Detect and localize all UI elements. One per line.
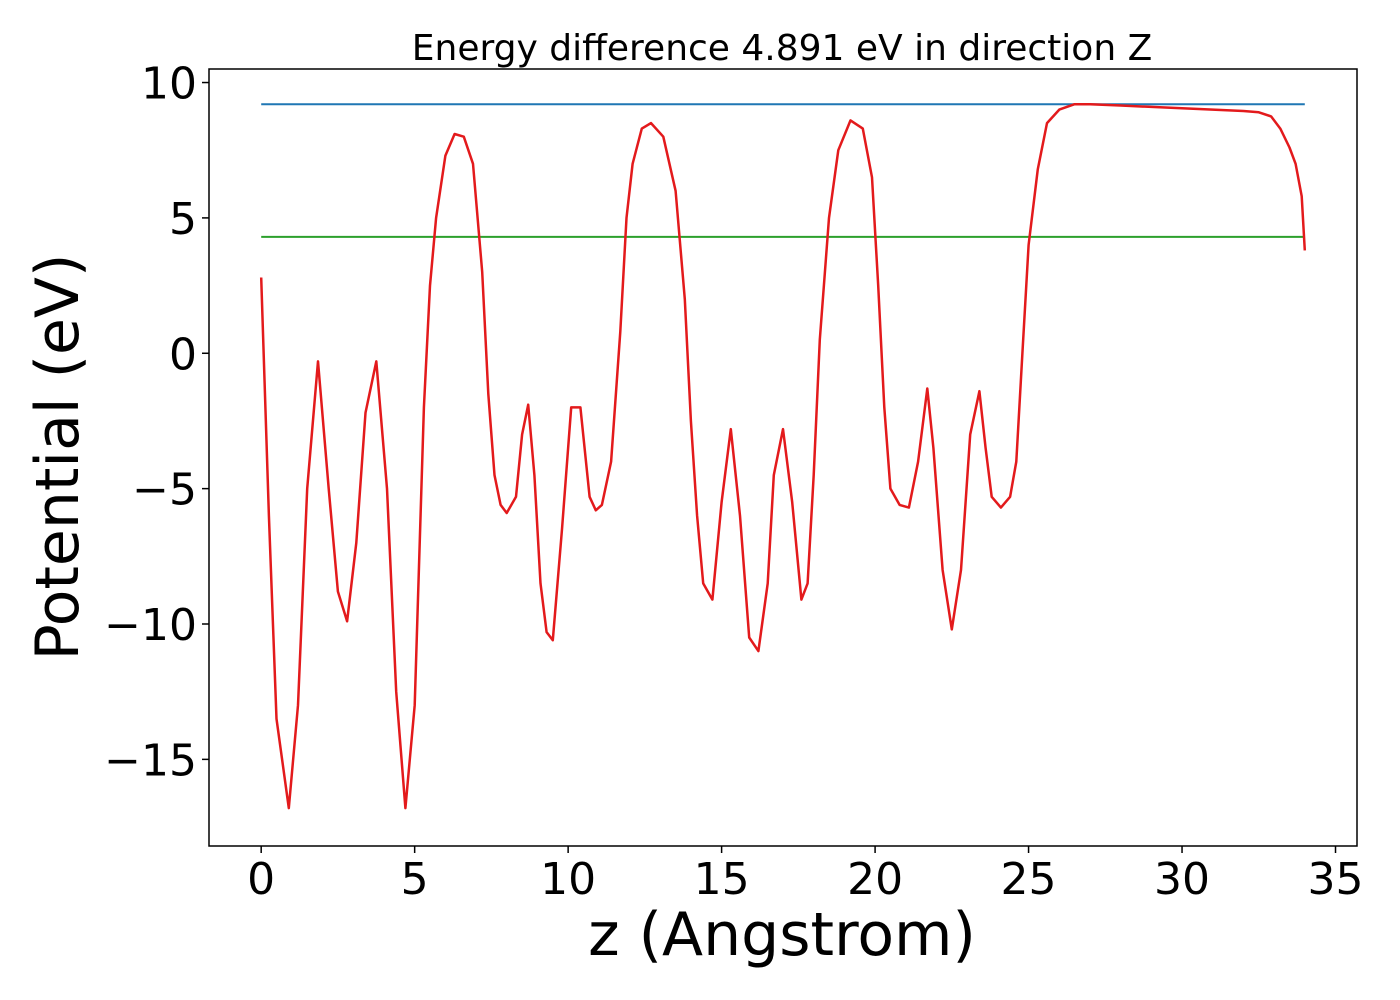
y-tick-label: 10 xyxy=(141,59,197,110)
y-axis-ticks: 10 5 0 −5 −10 −15 xyxy=(104,59,209,786)
y-tick-label: 0 xyxy=(169,329,197,380)
x-tick-label: 15 xyxy=(694,854,750,905)
x-axis-ticks: 0 5 10 15 20 25 30 35 xyxy=(247,846,1364,905)
y-axis-label: Potential (eV) xyxy=(23,254,93,661)
x-tick-label: 30 xyxy=(1154,854,1210,905)
series-line-potential xyxy=(259,102,1307,810)
y-tick-label: −15 xyxy=(104,735,197,786)
x-axis-label: z (Angstrom) xyxy=(588,900,976,970)
x-tick-label: 35 xyxy=(1308,854,1364,905)
x-tick-label: 25 xyxy=(1001,854,1057,905)
y-tick-label: −10 xyxy=(104,600,197,651)
x-tick-label: 5 xyxy=(401,854,429,905)
plot-area xyxy=(259,102,1307,810)
axes-frame xyxy=(208,68,1358,847)
x-tick-label: 20 xyxy=(847,854,903,905)
x-tick-label: 0 xyxy=(247,854,275,905)
x-tick-label: 10 xyxy=(540,854,596,905)
chart-title: Energy difference 4.891 eV in direction … xyxy=(412,28,1153,69)
y-tick-label: −5 xyxy=(132,465,197,516)
y-tick-label: 5 xyxy=(169,194,197,245)
